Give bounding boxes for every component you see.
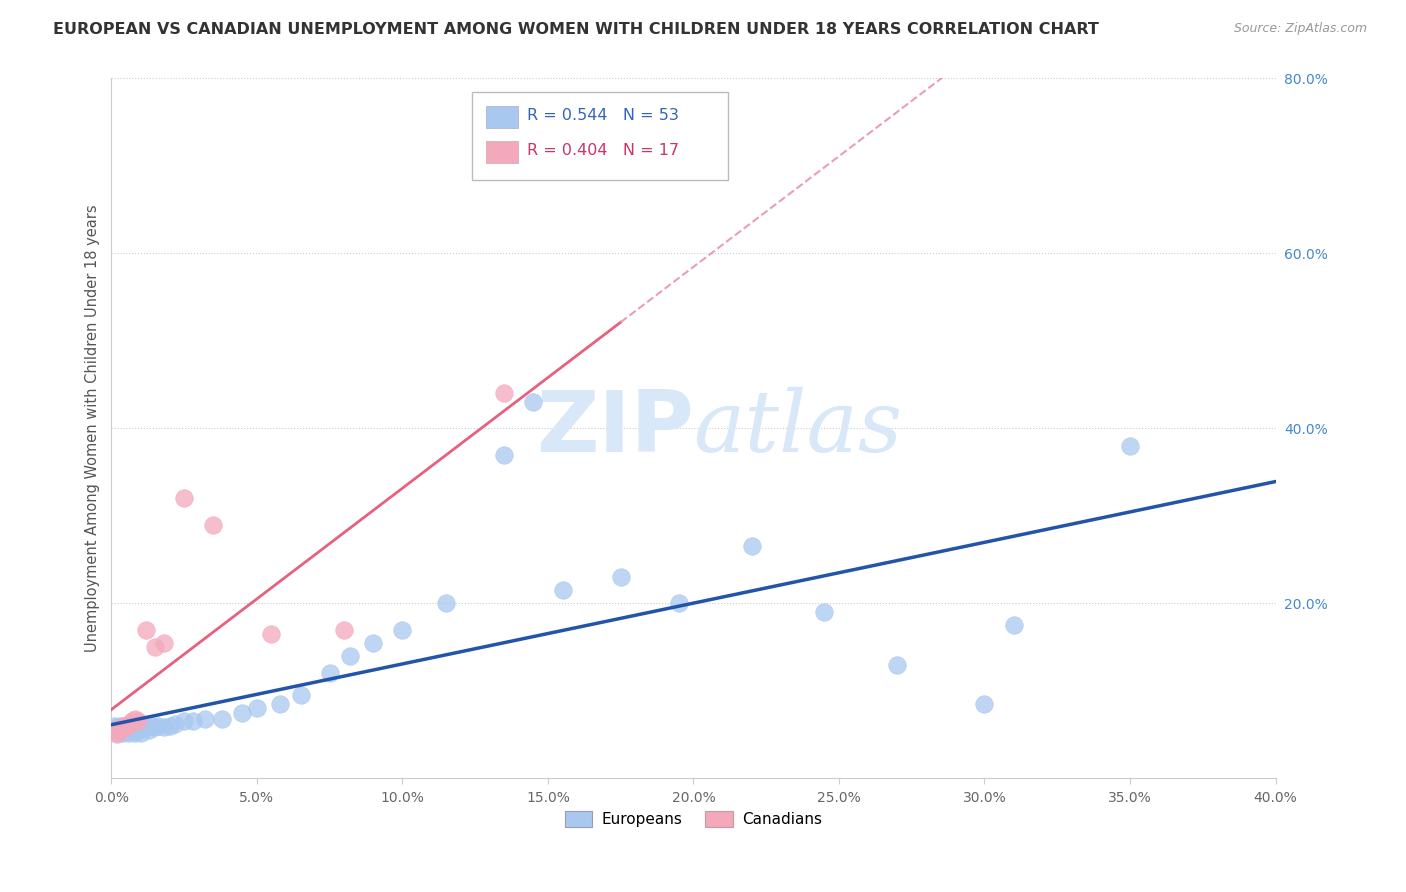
Point (973, 697, 995, 711)
Point (143, 640, 166, 654)
Point (121, 723, 143, 738)
Point (211, 712, 233, 726)
Point (363, 635, 385, 649)
Legend: Europeans, Canadians: Europeans, Canadians (558, 805, 828, 833)
Point (135, 721, 157, 735)
FancyBboxPatch shape (472, 93, 728, 180)
Point (741, 540, 763, 554)
Point (173, 491, 195, 506)
Point (105, 727, 128, 741)
Point (112, 719, 135, 733)
Point (127, 714, 149, 729)
Point (112, 721, 135, 735)
Point (333, 623, 356, 637)
Point (494, 386, 516, 401)
Text: ZIP: ZIP (536, 387, 693, 470)
Point (1119, 439, 1142, 453)
Point (668, 596, 690, 610)
Point (152, 721, 174, 735)
Point (609, 570, 631, 584)
Point (813, 605, 835, 619)
Text: R = 0.544   N = 53: R = 0.544 N = 53 (527, 108, 679, 123)
Point (118, 717, 141, 731)
Point (494, 448, 516, 462)
Point (318, 666, 340, 681)
Point (115, 719, 138, 733)
Point (1002, 618, 1025, 632)
Point (391, 623, 413, 637)
FancyBboxPatch shape (486, 141, 517, 163)
Point (108, 719, 131, 733)
Point (434, 596, 457, 610)
Point (551, 583, 574, 598)
Point (141, 719, 163, 733)
Point (260, 627, 283, 641)
Point (105, 721, 128, 735)
Point (339, 648, 361, 663)
Point (121, 719, 143, 733)
Point (152, 635, 174, 649)
Point (115, 721, 138, 735)
Point (124, 712, 146, 726)
Point (165, 717, 187, 731)
Point (143, 721, 166, 735)
Y-axis label: Unemployment Among Women with Children Under 18 years: Unemployment Among Women with Children U… (86, 204, 100, 652)
Point (193, 712, 215, 726)
Point (108, 723, 131, 738)
Point (124, 721, 146, 735)
Point (129, 725, 152, 739)
Point (103, 723, 125, 738)
Point (135, 623, 157, 637)
Text: EUROPEAN VS CANADIAN UNEMPLOYMENT AMONG WOMEN WITH CHILDREN UNDER 18 YEARS CORRE: EUROPEAN VS CANADIAN UNEMPLOYMENT AMONG … (53, 22, 1099, 37)
Point (246, 701, 269, 715)
Point (886, 657, 908, 672)
FancyBboxPatch shape (486, 106, 517, 128)
Point (124, 725, 146, 739)
Point (118, 721, 141, 735)
Point (269, 697, 291, 711)
Point (115, 723, 138, 738)
Point (146, 719, 169, 733)
Point (105, 725, 128, 739)
Point (159, 719, 181, 733)
Point (522, 395, 544, 409)
Point (108, 723, 131, 738)
Point (202, 517, 225, 532)
Point (129, 721, 152, 735)
Point (173, 714, 195, 729)
Point (132, 719, 155, 733)
Point (103, 719, 125, 733)
Point (138, 723, 160, 738)
Point (121, 714, 143, 729)
Text: Source: ZipAtlas.com: Source: ZipAtlas.com (1233, 22, 1367, 36)
Point (112, 725, 135, 739)
Point (127, 719, 149, 733)
Point (118, 725, 141, 739)
Point (231, 706, 253, 720)
Text: atlas: atlas (693, 387, 903, 470)
Point (290, 688, 312, 702)
Point (103, 723, 125, 738)
Text: R = 0.404   N = 17: R = 0.404 N = 17 (527, 143, 679, 158)
Point (181, 714, 204, 729)
Point (127, 723, 149, 738)
